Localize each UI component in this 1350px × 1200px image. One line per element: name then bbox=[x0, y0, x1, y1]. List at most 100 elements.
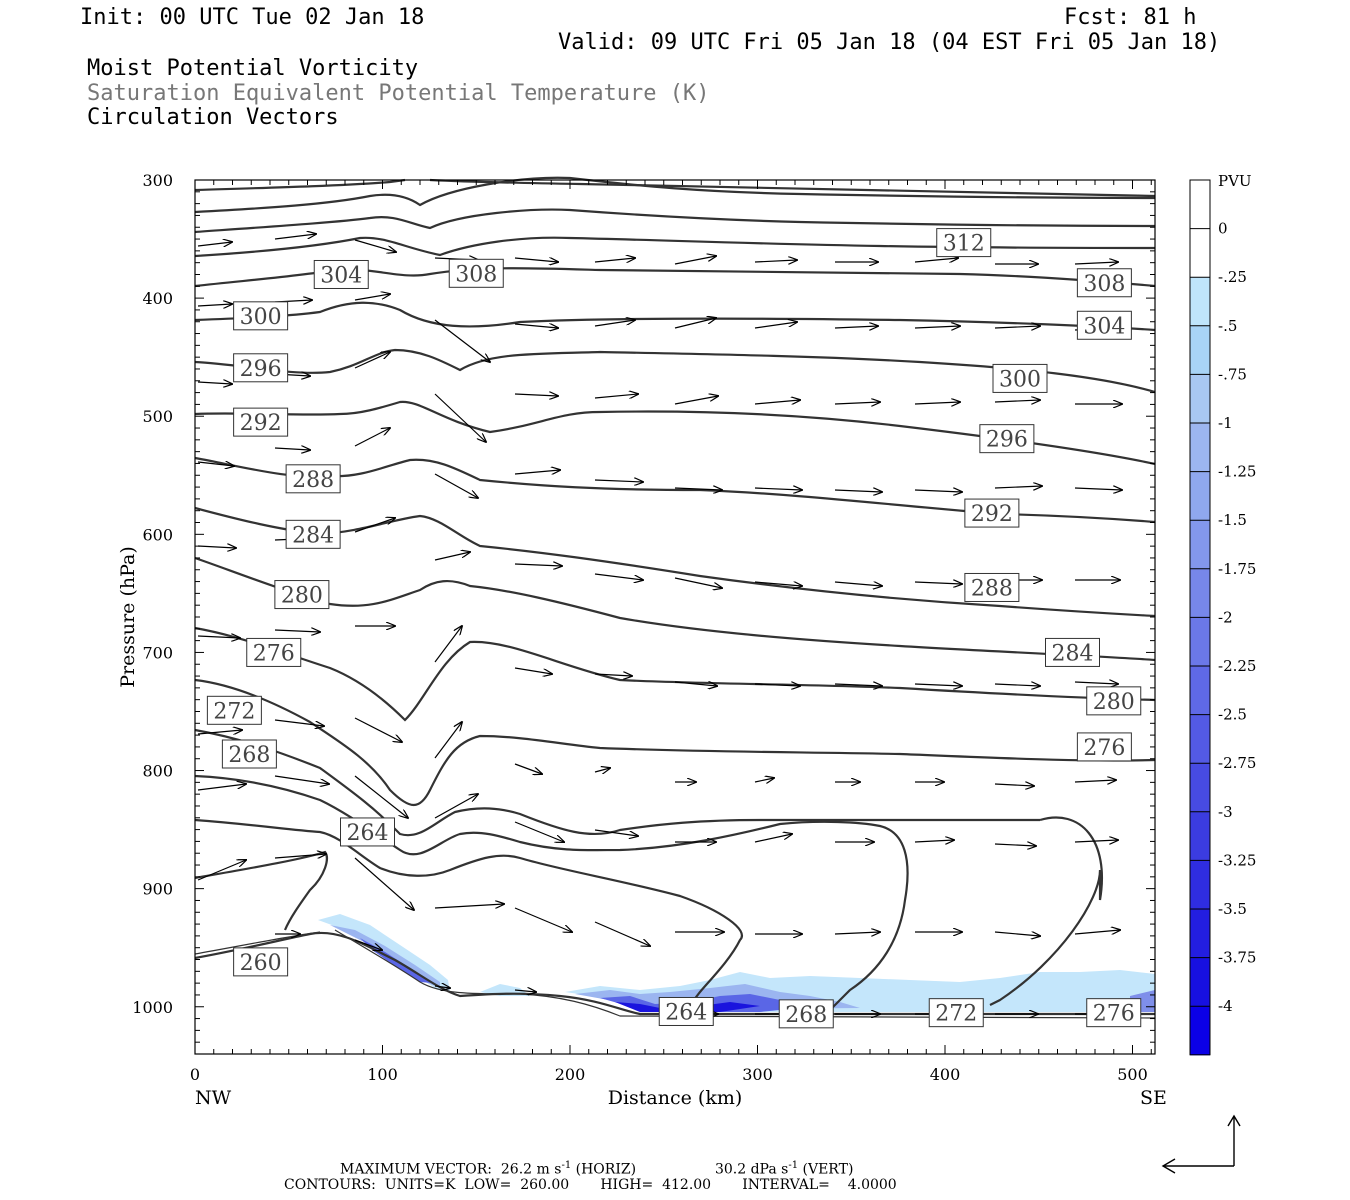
colorbar-label: -2.5 bbox=[1218, 706, 1247, 724]
contour-label: 308 bbox=[448, 258, 504, 288]
colorbar-swatch bbox=[1190, 423, 1210, 473]
colorbar-swatch bbox=[1190, 957, 1210, 1007]
svg-text:292: 292 bbox=[971, 502, 1013, 527]
colorbar-label: -.75 bbox=[1218, 365, 1247, 383]
contour-label: 264 bbox=[658, 996, 714, 1026]
colorbar-label: -3.5 bbox=[1218, 900, 1247, 918]
svg-text:276: 276 bbox=[1083, 736, 1125, 761]
x-tick-label: 100 bbox=[367, 1065, 398, 1084]
x-tick-label: 0 bbox=[190, 1065, 200, 1084]
colorbar-label: -.5 bbox=[1218, 317, 1237, 335]
colorbar-swatch bbox=[1190, 374, 1210, 424]
y-tick-label: 300 bbox=[142, 171, 173, 190]
forecast-hour: Fcst: 81 h bbox=[1064, 5, 1197, 30]
x-axis-title: Distance (km) bbox=[608, 1087, 743, 1109]
contour-label: 312 bbox=[936, 228, 992, 258]
field-title-vectors: Circulation Vectors bbox=[87, 105, 339, 130]
axis-ticks bbox=[194, 179, 1155, 1055]
max-vector-info: MAXIMUM VECTOR: 26.2 m s-1 (HORIZ) 30.2 … bbox=[340, 1160, 854, 1178]
contour-label: 272 bbox=[206, 695, 262, 725]
colorbar-label: -1.25 bbox=[1218, 463, 1256, 481]
pv-shading bbox=[318, 914, 1155, 1012]
y-tick-label: 900 bbox=[142, 880, 173, 899]
field-title-theta-es: Saturation Equivalent Potential Temperat… bbox=[87, 81, 710, 106]
contour-info: CONTOURS: UNITS=K LOW= 260.00 HIGH= 412.… bbox=[284, 1177, 897, 1193]
x-tick-label: 500 bbox=[1117, 1065, 1148, 1084]
colorbar-swatch bbox=[1190, 325, 1210, 375]
x-end-label-se: SE bbox=[1140, 1087, 1167, 1109]
contour-label: 280 bbox=[274, 580, 330, 610]
colorbar-swatch bbox=[1190, 277, 1210, 327]
contour-label: 296 bbox=[233, 353, 289, 383]
x-tick-label: 400 bbox=[930, 1065, 961, 1084]
y-tick-label: 800 bbox=[142, 762, 173, 781]
valid-time: Valid: 09 UTC Fri 05 Jan 18 (04 EST Fri … bbox=[558, 30, 1221, 55]
contour-label: 284 bbox=[1045, 637, 1100, 667]
circulation-vectors bbox=[197, 234, 1122, 1014]
svg-text:264: 264 bbox=[665, 1000, 707, 1025]
colorbar-label: -4 bbox=[1218, 997, 1233, 1015]
svg-text:300: 300 bbox=[240, 305, 282, 330]
colorbar-swatch bbox=[1190, 811, 1210, 861]
colorbar-swatch bbox=[1190, 228, 1210, 278]
svg-text:280: 280 bbox=[281, 584, 323, 609]
colorbar-swatch bbox=[1190, 666, 1210, 716]
colorbar-label: -2.25 bbox=[1218, 657, 1256, 675]
colorbar-label: -3 bbox=[1218, 803, 1233, 821]
colorbar-swatch bbox=[1190, 520, 1210, 570]
svg-text:308: 308 bbox=[455, 262, 497, 287]
colorbar-title: PVU bbox=[1218, 172, 1252, 190]
contour-label: 300 bbox=[992, 363, 1048, 393]
contour-label: 304 bbox=[1076, 310, 1132, 340]
svg-text:288: 288 bbox=[971, 576, 1013, 601]
contour-label: 300 bbox=[233, 301, 289, 331]
colorbar-swatch bbox=[1190, 180, 1210, 230]
svg-text:276: 276 bbox=[1093, 1002, 1135, 1027]
x-tick-labels: 0 100 200 300 400 500 bbox=[190, 1065, 1148, 1084]
colorbar-label: -1 bbox=[1218, 414, 1233, 432]
colorbar-swatch bbox=[1190, 471, 1210, 521]
svg-text:272: 272 bbox=[213, 699, 255, 724]
y-axis-title: Pressure (hPa) bbox=[117, 546, 139, 688]
contour-label: 268 bbox=[778, 999, 834, 1029]
contour-label: 276 bbox=[1086, 998, 1142, 1028]
field-title-pv: Moist Potential Vorticity bbox=[87, 56, 419, 81]
contour-label: 284 bbox=[285, 519, 341, 549]
svg-text:284: 284 bbox=[1052, 641, 1094, 666]
colorbar-swatch bbox=[1190, 909, 1210, 959]
reference-vector-icon bbox=[1161, 1114, 1241, 1174]
pv-colorbar: 0 -.25 -.5 -.75 -1 -1.25 -1.5 -1.75 -2 -2.25 -2.5 -… bbox=[1189, 179, 1256, 1056]
svg-text:284: 284 bbox=[292, 523, 334, 548]
contour-label: 288 bbox=[285, 464, 341, 494]
x-tick-label: 300 bbox=[742, 1065, 773, 1084]
contour-label: 268 bbox=[221, 739, 277, 769]
contour-label: 276 bbox=[1076, 732, 1132, 762]
colorbar-label: -2 bbox=[1218, 608, 1233, 626]
colorbar-label: -.25 bbox=[1218, 268, 1247, 286]
svg-text:264: 264 bbox=[347, 821, 389, 846]
svg-text:304: 304 bbox=[320, 263, 362, 288]
svg-text:308: 308 bbox=[1083, 272, 1125, 297]
colorbar-label: -3.75 bbox=[1218, 949, 1256, 967]
x-end-label-nw: NW bbox=[195, 1087, 232, 1109]
colorbar-swatch bbox=[1190, 714, 1210, 764]
contour-label: 292 bbox=[964, 498, 1020, 528]
y-tick-label: 400 bbox=[142, 289, 173, 308]
colorbar-swatch bbox=[1190, 860, 1210, 910]
svg-text:272: 272 bbox=[935, 1002, 977, 1027]
svg-text:312: 312 bbox=[943, 232, 985, 257]
contour-label: 264 bbox=[340, 817, 395, 847]
svg-text:268: 268 bbox=[785, 1003, 827, 1028]
svg-text:288: 288 bbox=[292, 468, 334, 493]
contour-label: 308 bbox=[1076, 268, 1132, 298]
y-tick-labels: 300 400 500 600 700 800 900 1000 bbox=[132, 171, 173, 1017]
svg-text:268: 268 bbox=[228, 743, 270, 768]
contour-label: 288 bbox=[964, 572, 1020, 602]
svg-text:276: 276 bbox=[253, 641, 295, 666]
colorbar-swatch bbox=[1190, 1006, 1210, 1056]
colorbar-label: -1.75 bbox=[1218, 560, 1256, 578]
x-tick-label: 200 bbox=[555, 1065, 586, 1084]
init-time: Init: 00 UTC Tue 02 Jan 18 bbox=[80, 5, 425, 30]
y-tick-label: 500 bbox=[142, 407, 173, 426]
svg-text:292: 292 bbox=[240, 411, 282, 436]
